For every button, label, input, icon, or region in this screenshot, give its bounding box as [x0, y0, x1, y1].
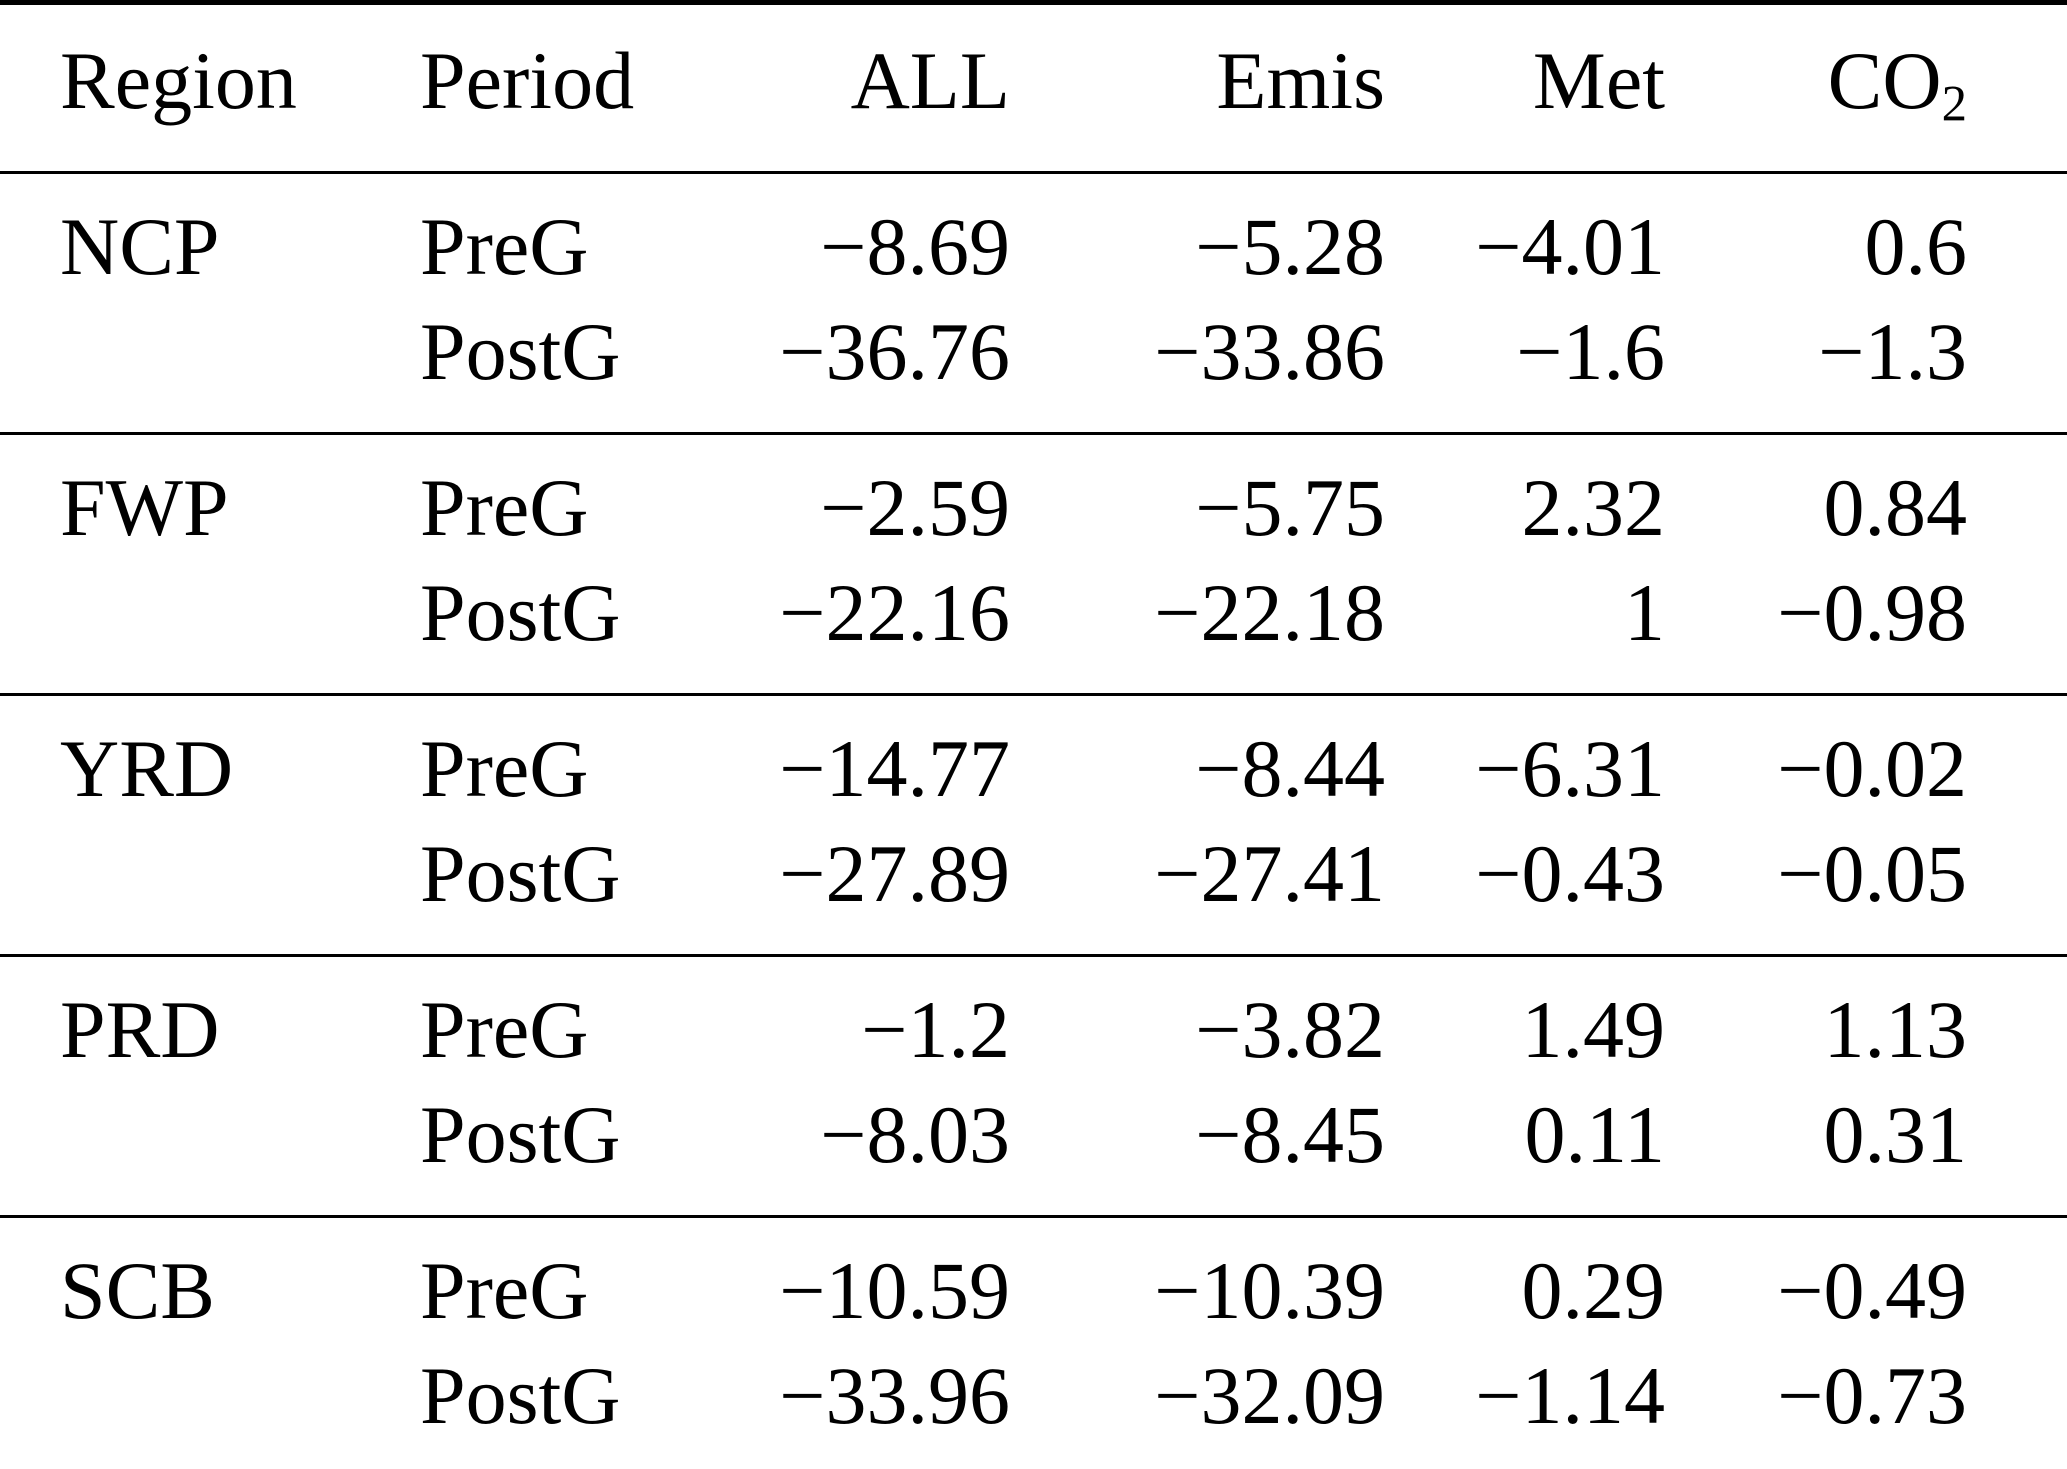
table-row: PostG −8.03 −8.45 0.11 0.31: [0, 1082, 2067, 1217]
value-cell: −27.89: [779, 828, 1010, 919]
value-cell: −3.82: [1195, 984, 1385, 1075]
value-cell: −32.09: [1154, 1350, 1385, 1441]
co2-label-text: CO: [1827, 35, 1942, 126]
table-row: FWP PreG −2.59 −5.75 2.32 0.84: [0, 434, 2067, 561]
value-cell: 1.13: [1823, 984, 1968, 1075]
table-row: NCP PreG −8.69 −5.28 −4.01 0.6: [0, 173, 2067, 300]
value-cell: −2.59: [820, 462, 1010, 553]
value-cell: −27.41: [1154, 828, 1385, 919]
co2-subscript: 2: [1941, 75, 1967, 132]
value-cell: −1.6: [1516, 306, 1665, 397]
table-row: PRD PreG −1.2 −3.82 1.49 1.13: [0, 956, 2067, 1083]
region-group-SCB: SCB PreG −10.59 −10.39 0.29 −0.49 PostG −33.96 −…: [0, 1217, 2067, 1469]
period-cell: PostG: [420, 828, 621, 919]
period-cell: PreG: [420, 201, 589, 292]
value-cell: −0.43: [1475, 828, 1665, 919]
value-cell: −8.44: [1195, 723, 1385, 814]
region-cell: FWP: [60, 462, 229, 553]
column-header-co2: CO2: [1665, 3, 2067, 173]
region-cell: [0, 821, 420, 956]
value-cell: −14.77: [779, 723, 1010, 814]
header-row: Region Period ALL Emis Met CO2: [0, 3, 2067, 173]
value-cell: 1: [1624, 567, 1665, 658]
region-group-YRD: YRD PreG −14.77 −8.44 −6.31 −0.02 PostG −27.89 −…: [0, 695, 2067, 956]
value-cell: −0.49: [1777, 1245, 1967, 1336]
value-cell: −0.05: [1777, 828, 1967, 919]
value-cell: −1.3: [1818, 306, 1967, 397]
value-cell: −1.2: [861, 984, 1010, 1075]
region-group-NCP: NCP PreG −8.69 −5.28 −4.01 0.6 PostG −36.76 −33.…: [0, 173, 2067, 434]
value-cell: −33.86: [1154, 306, 1385, 397]
region-cell: [0, 560, 420, 695]
value-cell: −0.98: [1777, 567, 1967, 658]
period-cell: PostG: [420, 306, 621, 397]
value-cell: −10.59: [779, 1245, 1010, 1336]
region-cell: [0, 1082, 420, 1217]
region-cell: YRD: [60, 723, 234, 814]
period-cell: PreG: [420, 462, 589, 553]
column-header-met: Met: [1532, 35, 1665, 126]
value-cell: −0.02: [1777, 723, 1967, 814]
value-cell: 1.49: [1521, 984, 1666, 1075]
region-cell: [0, 299, 420, 434]
table-row: YRD PreG −14.77 −8.44 −6.31 −0.02: [0, 695, 2067, 822]
value-cell: −6.31: [1475, 723, 1665, 814]
value-cell: −0.73: [1777, 1350, 1967, 1441]
region-group-FWP: FWP PreG −2.59 −5.75 2.32 0.84 PostG −22.16 −22.…: [0, 434, 2067, 695]
value-cell: −5.28: [1195, 201, 1385, 292]
region-group-PRD: PRD PreG −1.2 −3.82 1.49 1.13 PostG −8.03 −8.45 0…: [0, 956, 2067, 1217]
table-row: PostG −22.16 −22.18 1 −0.98: [0, 560, 2067, 695]
value-cell: −4.01: [1475, 201, 1665, 292]
period-cell: PreG: [420, 723, 589, 814]
value-cell: −10.39: [1154, 1245, 1385, 1336]
value-cell: −8.45: [1195, 1089, 1385, 1180]
value-cell: −36.76: [779, 306, 1010, 397]
table-row: SCB PreG −10.59 −10.39 0.29 −0.49: [0, 1217, 2067, 1344]
region-cell: PRD: [60, 984, 220, 1075]
value-cell: −8.69: [820, 201, 1010, 292]
value-cell: −5.75: [1195, 462, 1385, 553]
table-row: PostG −36.76 −33.86 −1.6 −1.3: [0, 299, 2067, 434]
region-cell: [0, 1343, 420, 1469]
period-cell: PostG: [420, 567, 621, 658]
region-cell: NCP: [60, 201, 220, 292]
table-row: PostG −27.89 −27.41 −0.43 −0.05: [0, 821, 2067, 956]
column-header-all: ALL: [850, 35, 1010, 126]
value-cell: 0.11: [1524, 1089, 1665, 1180]
column-header-emis: Emis: [1216, 35, 1385, 126]
value-cell: 0.29: [1521, 1245, 1666, 1336]
column-header-period: Period: [420, 35, 635, 126]
value-cell: −33.96: [779, 1350, 1010, 1441]
value-cell: 0.31: [1823, 1089, 1968, 1180]
value-cell: −8.03: [820, 1089, 1010, 1180]
value-cell: −1.14: [1475, 1350, 1665, 1441]
period-cell: PostG: [420, 1350, 621, 1441]
value-cell: 2.32: [1521, 462, 1666, 553]
region-cell: SCB: [60, 1245, 215, 1336]
table-row: PostG −33.96 −32.09 −1.14 −0.73: [0, 1343, 2067, 1469]
period-cell: PreG: [420, 984, 589, 1075]
column-header-region: Region: [60, 35, 297, 126]
value-cell: −22.18: [1154, 567, 1385, 658]
value-cell: 0.84: [1823, 462, 1968, 553]
period-cell: PreG: [420, 1245, 589, 1336]
value-cell: 0.6: [1864, 201, 1968, 292]
period-cell: PostG: [420, 1089, 621, 1180]
table-header: Region Period ALL Emis Met CO2: [0, 3, 2067, 173]
value-cell: −22.16: [779, 567, 1010, 658]
